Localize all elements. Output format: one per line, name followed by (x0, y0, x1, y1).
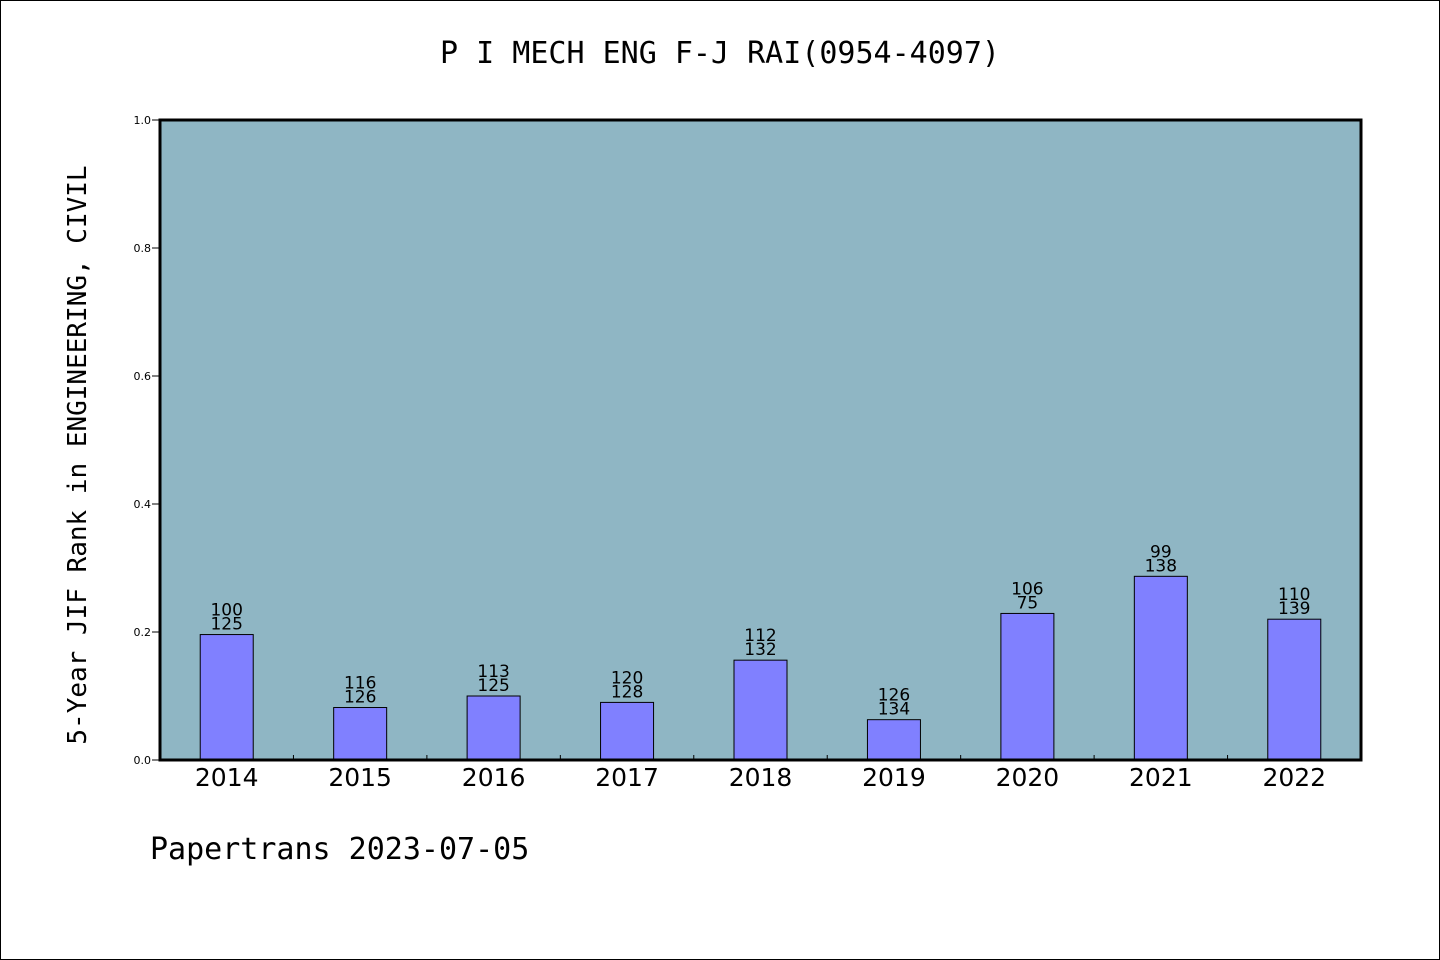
x-axis: 2014 2015 2016 2017 2018 2019 2020 2021 2022 (195, 755, 1326, 792)
bar-label-top-2014: 100 (210, 601, 242, 621)
bar-label-bottom-2015: 126 (344, 688, 376, 708)
bar-label-bottom-2020: 75 (1017, 593, 1039, 613)
bar-label-bottom-2019: 134 (878, 700, 910, 720)
bar-2019 (866, 719, 921, 761)
bar-label-bottom-2014: 125 (210, 615, 242, 635)
bar-2015 (333, 707, 388, 761)
bar-label-top-2019: 126 (878, 686, 910, 706)
x-tick-label-2021: 2021 (1129, 763, 1193, 792)
plot-border (158, 118, 1363, 762)
x-tick-label-2016: 2016 (462, 763, 526, 792)
bar-2014 (199, 634, 254, 761)
y-tick-label: 0.8 (134, 242, 152, 255)
x-tick-label-2018: 2018 (729, 763, 793, 792)
y-tick-label: 0.4 (134, 498, 152, 511)
bar-2021 (1133, 575, 1188, 761)
bar-label-bottom-2022: 139 (1278, 599, 1310, 619)
bar-label-top-2015: 116 (344, 674, 376, 694)
bar-label-top-2018: 112 (744, 626, 776, 646)
bar-2016 (466, 695, 521, 761)
y-tick-label: 0.2 (134, 626, 152, 639)
bar-label-bottom-2017: 128 (611, 682, 643, 702)
x-tick-label-2019: 2019 (862, 763, 926, 792)
x-tick-label-2020: 2020 (996, 763, 1060, 792)
bar-label-top-2020: 106 (1011, 579, 1043, 599)
y-tick-label: 0.6 (134, 370, 152, 383)
y-tick-label: 0.0 (134, 754, 152, 767)
bar-label-top-2017: 120 (611, 668, 643, 688)
bar-2022 (1267, 618, 1322, 761)
y-axis: 0.0 0.2 0.4 0.6 0.8 1.0 (134, 114, 160, 767)
bar-label-bottom-2016: 125 (477, 676, 509, 696)
x-tick-label-2017: 2017 (595, 763, 659, 792)
bars-group (199, 575, 1322, 761)
bar-label-bottom-2018: 132 (744, 640, 776, 660)
chart-title: P I MECH ENG F-J RAI(0954-4097) (440, 36, 1000, 71)
bar-2018 (733, 659, 788, 761)
bar-label-bottom-2021: 138 (1145, 556, 1177, 576)
bar-label-top-2021: 99 (1150, 542, 1172, 562)
footer-source-date: Papertrans 2023-07-05 (150, 832, 530, 867)
x-tick-label-2014: 2014 (195, 763, 259, 792)
bar-label-top-2016: 113 (477, 662, 509, 682)
x-tick-label-2022: 2022 (1262, 763, 1326, 792)
x-tick-label-2015: 2015 (328, 763, 392, 792)
bar-label-top-2022: 110 (1278, 585, 1310, 605)
y-tick-label: 1.0 (134, 114, 152, 127)
bar-2020 (1000, 612, 1055, 761)
bar-2017 (600, 701, 655, 761)
